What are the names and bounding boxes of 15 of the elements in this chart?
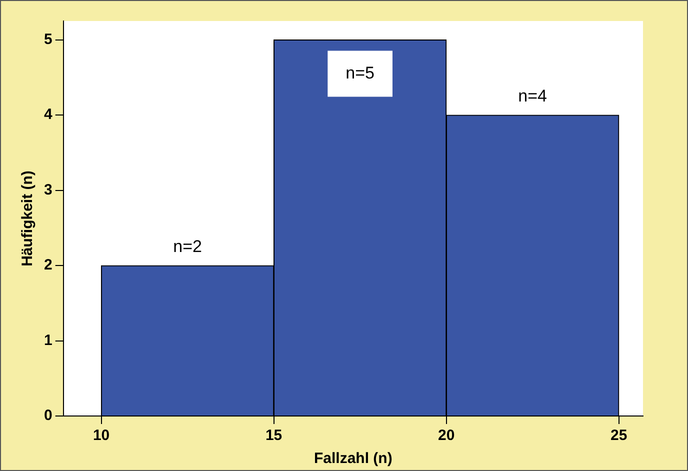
x-axis-title: Fallzahl (n) <box>314 450 392 468</box>
y-tick-label: 1 <box>44 332 52 349</box>
x-tick-label: 20 <box>438 427 455 444</box>
y-tick-label: 0 <box>44 407 52 424</box>
y-tick-label: 4 <box>44 106 53 124</box>
y-tick-label: 5 <box>44 30 52 48</box>
data-label: n=2 <box>173 237 202 256</box>
x-tick-label: 25 <box>610 427 628 444</box>
x-tick-label: 15 <box>265 427 282 444</box>
x-tick-label: 10 <box>92 427 110 444</box>
y-axis-title: Häufigkeit (n) <box>19 170 36 266</box>
y-tick-label: 2 <box>44 256 52 274</box>
data-label: n=5 <box>346 63 374 82</box>
data-label: n=4 <box>518 86 548 106</box>
y-tick-label: 3 <box>44 181 52 198</box>
